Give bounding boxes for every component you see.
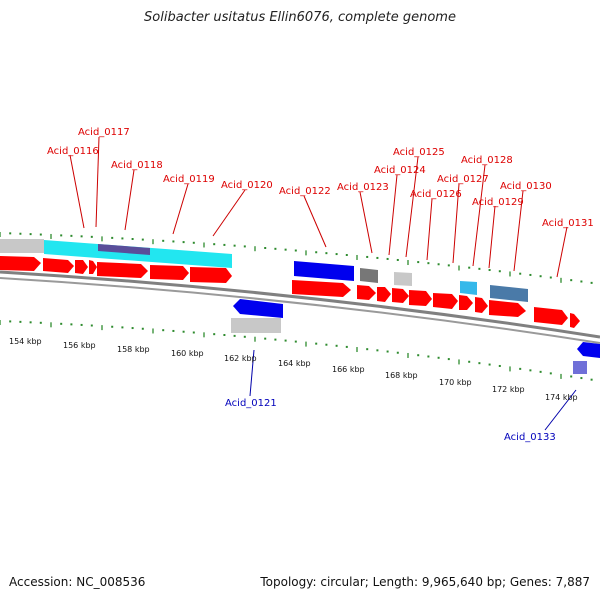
scale-label: 168 kbp [385, 371, 418, 380]
gene-arrow [150, 265, 189, 280]
gene-label: Acid_0129 [472, 197, 524, 208]
gene-arrow [377, 287, 391, 302]
purple-blue-feature [573, 361, 587, 374]
gene-arrow [392, 288, 409, 303]
gene-label: Acid_0125 [393, 147, 445, 158]
gene-label: Acid_0130 [500, 181, 552, 192]
gene-arrow [433, 293, 458, 309]
gene-arrow [534, 307, 568, 325]
gene-label: Acid_0119 [163, 174, 215, 185]
gene-label: Acid_0127 [437, 174, 489, 185]
gene-label: Acid_0126 [410, 189, 462, 200]
gray-light-gene [394, 272, 412, 286]
bottom-gene-labels: Acid_0121 Acid_0133 [225, 349, 577, 443]
gene-arrow [489, 300, 526, 317]
scale-label: 154 kbp [9, 337, 42, 346]
gene-arrow [292, 280, 351, 297]
gene-label: Acid_0131 [542, 218, 594, 229]
inner-tick-track [0, 320, 593, 381]
scale-label: 172 kbp [492, 385, 525, 394]
steel-blue-gene [490, 285, 528, 302]
gene-arrow [357, 285, 376, 300]
reverse-gene-bar [294, 261, 354, 281]
scale-label: 158 kbp [117, 345, 150, 354]
accession-text: Accession: NC_008536 [9, 575, 146, 589]
gene-arrow [475, 297, 488, 313]
scale-labels: 154 kbp 156 kbp 158 kbp 160 kbp 162 kbp … [9, 337, 578, 402]
gene-arrow [43, 258, 74, 273]
gene-arrow [0, 256, 41, 271]
gene-arrow [459, 295, 473, 310]
gene-arrow [190, 267, 232, 283]
reverse-gene-arrow [233, 299, 283, 318]
light-blue-gene [460, 281, 477, 295]
gene-label: Acid_0120 [221, 180, 273, 191]
gene-label: Acid_0123 [337, 182, 389, 193]
gene-label: Acid_0128 [461, 155, 513, 166]
gene-label: Acid_0118 [111, 160, 163, 171]
gene-label: Acid_0124 [374, 165, 426, 176]
gene-label: Acid_0121 [225, 398, 277, 409]
scale-label: 164 kbp [278, 359, 311, 368]
scale-label: 160 kbp [171, 349, 204, 358]
genome-backbone-inner [0, 277, 600, 344]
gene-label: Acid_0116 [47, 146, 99, 157]
genome-title: Solibacter usitatus Ellin6076, complete … [144, 10, 456, 25]
scale-label: 156 kbp [63, 341, 96, 350]
gene-label: Acid_0133 [504, 432, 556, 443]
outer-tick-track [0, 232, 593, 284]
gene-label: Acid_0117 [78, 127, 130, 138]
gene-arrow [570, 313, 580, 328]
feature-gray-bar [0, 239, 44, 253]
gene-arrow [409, 290, 432, 306]
feature-purple-bar [98, 244, 150, 255]
gene-arrow [89, 260, 97, 274]
gene-arrow [97, 262, 148, 278]
scale-label: 166 kbp [332, 365, 365, 374]
gene-arrow [75, 260, 88, 274]
genome-summary-text: Topology: circular; Length: 9,965,640 bp… [260, 575, 590, 589]
genome-backbone [0, 270, 600, 339]
scale-label: 162 kbp [224, 354, 257, 363]
top-gene-labels: Acid_0116 Acid_0117 Acid_0118 Acid_0119 … [47, 127, 594, 278]
scale-label: 174 kbp [545, 393, 578, 402]
scale-label: 170 kbp [439, 378, 472, 387]
gray-dark-gene [360, 268, 378, 283]
reverse-gene-arrow [577, 342, 600, 358]
gray-light-feature [231, 318, 281, 333]
gene-label: Acid_0122 [279, 186, 331, 197]
